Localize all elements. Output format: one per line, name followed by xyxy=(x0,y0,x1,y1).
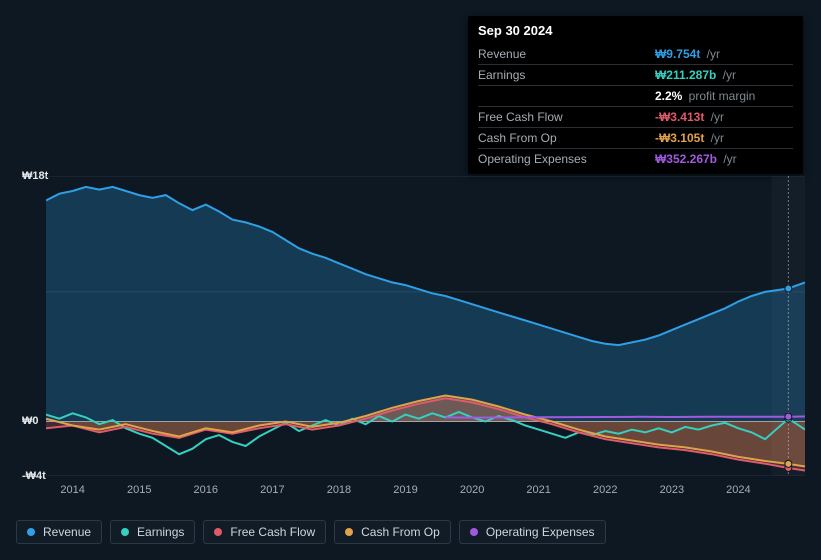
chart-tooltip: Sep 30 2024 Revenue₩9.754t /yrEarnings₩2… xyxy=(468,16,803,174)
legend-dot-icon xyxy=(121,528,129,536)
tooltip-row-value: 2.2% profit margin xyxy=(655,85,793,106)
legend-label: Earnings xyxy=(137,525,184,539)
tooltip-row-label: Free Cash Flow xyxy=(478,107,655,128)
tooltip-row-value: ₩211.287b /yr xyxy=(655,64,793,85)
y-tick: -₩4t xyxy=(22,470,46,482)
legend-item-fcf[interactable]: Free Cash Flow xyxy=(203,520,326,544)
legend-label: Revenue xyxy=(43,525,91,539)
x-tick: 2023 xyxy=(660,484,684,496)
legend-item-opex[interactable]: Operating Expenses xyxy=(459,520,606,544)
y-tick: ₩18t xyxy=(22,170,48,182)
tooltip-row-value: -₩3.105t /yr xyxy=(655,128,793,149)
tooltip-row-value: -₩3.413t /yr xyxy=(655,107,793,128)
chart-legend: Revenue Earnings Free Cash Flow Cash From O… xyxy=(16,520,606,544)
legend-item-earnings[interactable]: Earnings xyxy=(110,520,195,544)
tooltip-row-label: Cash From Op xyxy=(478,128,655,149)
x-tick: 2019 xyxy=(393,484,417,496)
x-tick: 2017 xyxy=(260,484,284,496)
x-tick: 2022 xyxy=(593,484,617,496)
x-tick: 2018 xyxy=(327,484,351,496)
legend-item-cfo[interactable]: Cash From Op xyxy=(334,520,451,544)
x-tick: 2021 xyxy=(526,484,550,496)
tooltip-row-label xyxy=(478,85,655,106)
legend-dot-icon xyxy=(345,528,353,536)
x-tick: 2014 xyxy=(60,484,84,496)
legend-dot-icon xyxy=(470,528,478,536)
x-tick: 2015 xyxy=(127,484,151,496)
tooltip-date: Sep 30 2024 xyxy=(478,22,793,40)
legend-dot-icon xyxy=(27,528,35,536)
legend-label: Cash From Op xyxy=(361,525,440,539)
legend-label: Operating Expenses xyxy=(486,525,595,539)
tooltip-row-value: ₩9.754t /yr xyxy=(655,44,793,65)
chart-plot[interactable] xyxy=(46,176,805,476)
legend-item-revenue[interactable]: Revenue xyxy=(16,520,102,544)
x-tick: 2016 xyxy=(194,484,218,496)
tooltip-row-label: Revenue xyxy=(478,44,655,65)
y-tick: ₩0 xyxy=(22,415,39,427)
x-tick: 2020 xyxy=(460,484,484,496)
x-axis: 2014 2015 2016 2017 2018 2019 2020 2021 2022 2023… xyxy=(46,484,805,504)
x-tick: 2024 xyxy=(726,484,750,496)
tooltip-table: Revenue₩9.754t /yrEarnings₩211.287b /yr2… xyxy=(478,44,793,170)
legend-dot-icon xyxy=(214,528,222,536)
legend-label: Free Cash Flow xyxy=(230,525,315,539)
tooltip-row-label: Earnings xyxy=(478,64,655,85)
chart-container: ₩18t₩0-₩4t 20142015201620172018201920202… xyxy=(16,160,805,514)
